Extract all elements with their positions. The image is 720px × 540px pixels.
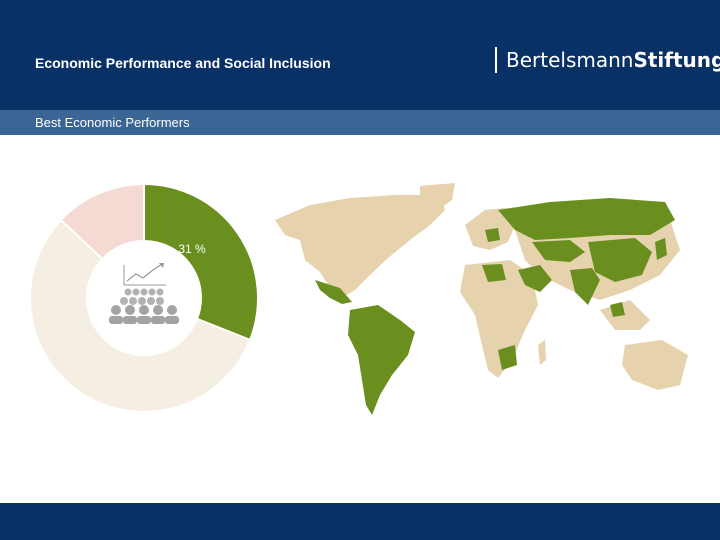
logo: BertelsmannStiftung: [506, 48, 720, 72]
segment-label: 31 %: [178, 242, 206, 256]
page-title: Economic Performance and Social Inclusio…: [35, 55, 331, 71]
section-title: Best Economic Performers: [35, 115, 190, 130]
logo-divider: [495, 47, 497, 73]
header-bar: [0, 0, 720, 110]
donut-segment-1: [29, 218, 252, 413]
logo-part2: Stiftung: [633, 48, 720, 72]
logo-part1: Bertelsmann: [506, 48, 634, 72]
audience-growth-icon: [109, 263, 179, 324]
footer-bar: [0, 503, 720, 540]
donut-chart: 31 %: [29, 182, 259, 413]
subheader-bar: [0, 110, 720, 135]
world-map-icon: [275, 183, 688, 415]
map-highlight: [315, 198, 675, 415]
